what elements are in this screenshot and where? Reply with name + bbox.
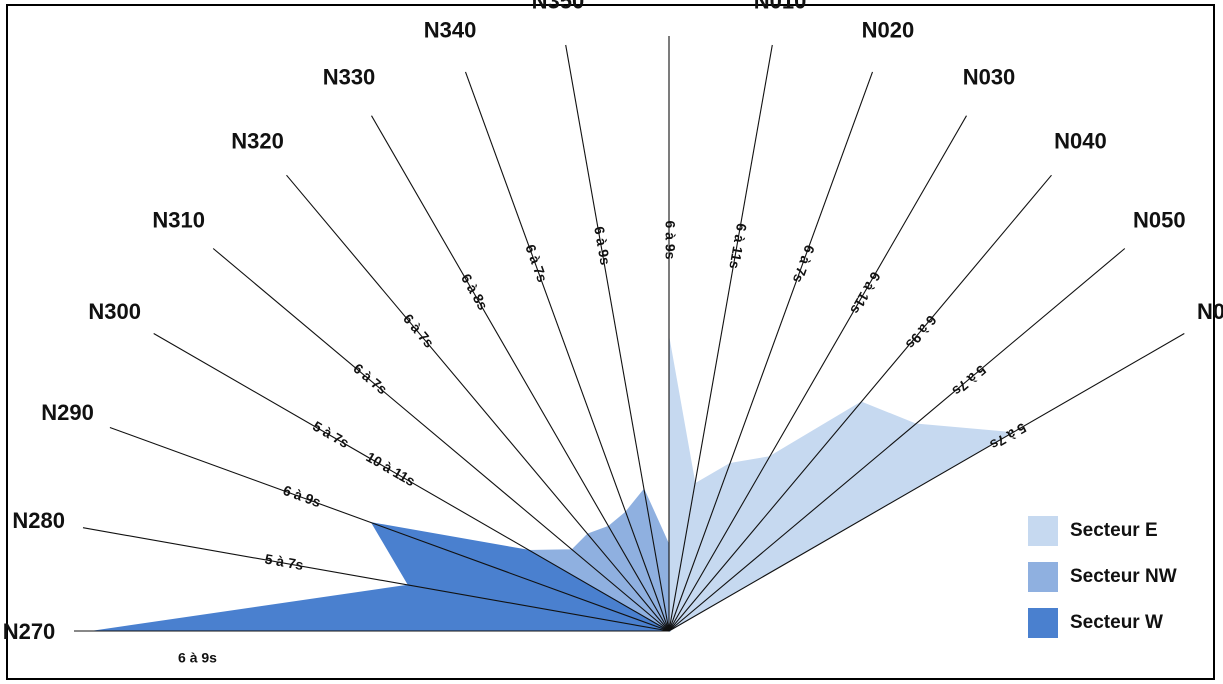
period-label-n040: 6 à 9s	[903, 312, 940, 352]
period-label-n300-2: 10 à 11s	[363, 449, 418, 490]
ray-n330	[371, 115, 670, 632]
legend-item-secteur-nw: Secteur NW	[1028, 554, 1177, 600]
ray-n290	[109, 426, 670, 632]
direction-label-n300: N300	[88, 299, 141, 324]
legend: Secteur E Secteur NW Secteur W	[1028, 508, 1177, 646]
direction-label-n040: N040	[1054, 129, 1107, 154]
direction-label-n020: N020	[862, 18, 915, 43]
direction-label-n290: N290	[41, 400, 94, 425]
ray-n320	[286, 174, 670, 632]
period-label-n300: 5 à 7s	[310, 418, 352, 451]
period-label-n280: 5 à 7s	[264, 551, 305, 574]
ray-n030	[668, 115, 967, 632]
ray-n040	[668, 174, 1052, 632]
direction-label-n350: N350	[532, 0, 585, 14]
legend-label-secteur-w: Secteur W	[1070, 612, 1163, 633]
legend-label-secteur-nw: Secteur NW	[1070, 566, 1177, 587]
direction-label-n270: N270	[3, 619, 56, 644]
period-label-n060: 5 à 7s	[987, 420, 1029, 453]
direction-rays	[74, 36, 1185, 632]
legend-item-secteur-w: Secteur W	[1028, 600, 1177, 646]
legend-swatch-secteur-e	[1028, 516, 1058, 546]
direction-label-n330: N330	[323, 65, 376, 90]
period-label-n020: 6 à 7s	[790, 243, 818, 285]
ray-n310	[212, 248, 670, 632]
ray-n300	[153, 333, 670, 632]
direction-label-n060: N060	[1197, 299, 1223, 324]
period-label-n050: 5 à 7s	[949, 362, 989, 399]
legend-label-secteur-e: Secteur E	[1070, 520, 1158, 541]
direction-label-n340: N340	[424, 18, 477, 43]
direction-label-n310: N310	[152, 208, 205, 233]
ray-n010	[668, 44, 773, 632]
period-label-n320: 6 à 7s	[400, 311, 437, 351]
legend-swatch-secteur-w	[1028, 608, 1058, 638]
ray-n020	[668, 71, 874, 632]
period-label-n010: 6 à 11s	[726, 222, 750, 270]
period-label-n360: 6 à 9s	[662, 221, 678, 260]
period-label-n290: 6 à 9s	[281, 482, 323, 510]
ray-n340	[464, 71, 670, 632]
period-label-n270: 6 à 9s	[178, 650, 217, 666]
direction-label-n320: N320	[231, 129, 284, 154]
period-label-n310: 6 à 7s	[350, 360, 390, 397]
period-label-n330: 6 à 8s	[458, 271, 491, 313]
legend-item-secteur-e: Secteur E	[1028, 508, 1177, 554]
ray-n060	[668, 333, 1185, 632]
ray-n350	[565, 44, 670, 632]
period-label-n350: 6 à 9s	[591, 225, 614, 266]
legend-swatch-secteur-nw	[1028, 562, 1058, 592]
ray-n050	[668, 248, 1126, 632]
direction-label-n010: N010	[754, 0, 807, 14]
period-label-n340: 6 à 7s	[522, 242, 550, 284]
direction-labels: N270 N280 N290 N300 N310 N320 N330 N340 N350 N360…	[3, 0, 1223, 644]
direction-label-n050: N050	[1133, 208, 1186, 233]
ray-n280	[82, 527, 670, 632]
direction-label-n280: N280	[12, 508, 65, 533]
sector-areas	[93, 337, 1015, 632]
direction-label-n030: N030	[963, 65, 1016, 90]
direction-label-n360: N360	[643, 0, 696, 4]
period-label-n030: 6 à 11s	[847, 269, 884, 317]
